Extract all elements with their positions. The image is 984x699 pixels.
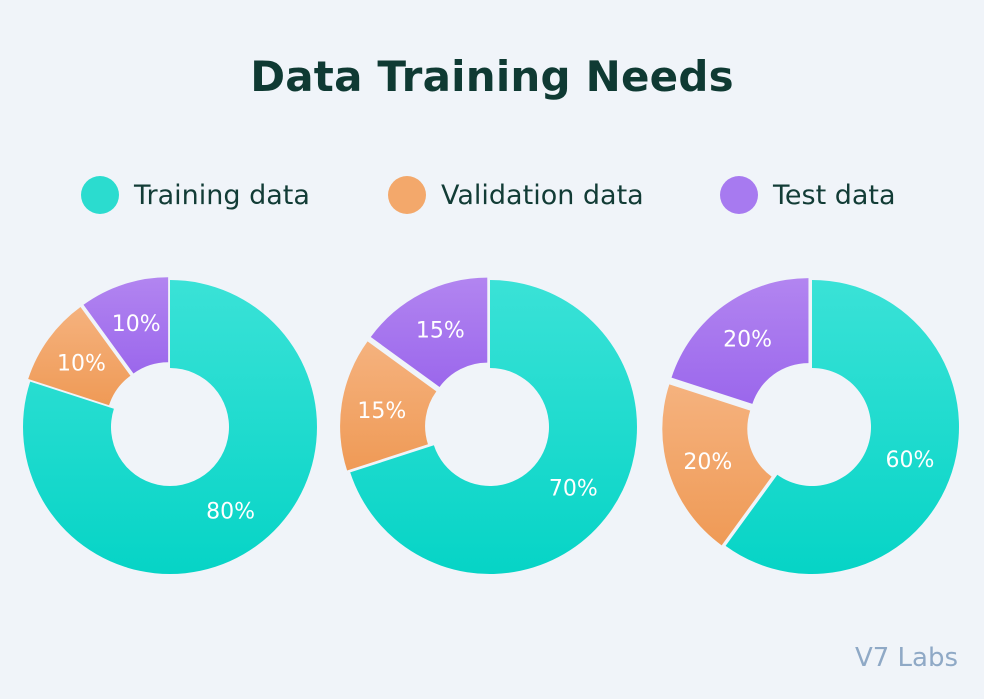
- donut-3-label-training: 60%: [886, 448, 935, 473]
- donut-3-slice-validation: [662, 384, 772, 546]
- donut-1-label-training: 80%: [206, 499, 255, 524]
- donut-1-slice-training: [22, 280, 317, 574]
- donut-1-slice-test: [83, 277, 169, 374]
- legend-swatch-validation: [388, 176, 426, 214]
- legend-item-training: Training data: [81, 174, 310, 216]
- legend-item-test: Test data: [720, 174, 896, 216]
- donut-2-slice-test: [370, 277, 488, 387]
- donut-1-slice-validation: [28, 306, 131, 406]
- donut-2-label-training: 70%: [549, 477, 598, 502]
- donut-1-label-test: 10%: [112, 312, 161, 337]
- donut-2-label-validation: 15%: [357, 399, 406, 424]
- donut-3-slice-training: [725, 280, 959, 574]
- donut-2-slice-validation: [340, 341, 437, 471]
- donut-2-slice-training: [350, 280, 637, 574]
- legend-item-validation: Validation data: [388, 174, 644, 216]
- watermark-logo-text: V7 Labs: [854, 643, 958, 673]
- donut-1-label-validation: 10%: [57, 352, 106, 377]
- donut-3-label-test: 20%: [723, 327, 772, 352]
- donut-3-slice-test: [671, 278, 809, 404]
- donut-2-label-test: 15%: [416, 318, 465, 343]
- legend-label-test: Test data: [773, 179, 896, 211]
- legend-label-validation: Validation data: [441, 179, 644, 211]
- chart-title: Data Training Needs: [250, 52, 734, 101]
- donut-3-label-validation: 20%: [683, 450, 732, 475]
- legend-swatch-test: [720, 176, 758, 214]
- legend-label-training: Training data: [134, 179, 310, 211]
- legend-swatch-training: [81, 176, 119, 214]
